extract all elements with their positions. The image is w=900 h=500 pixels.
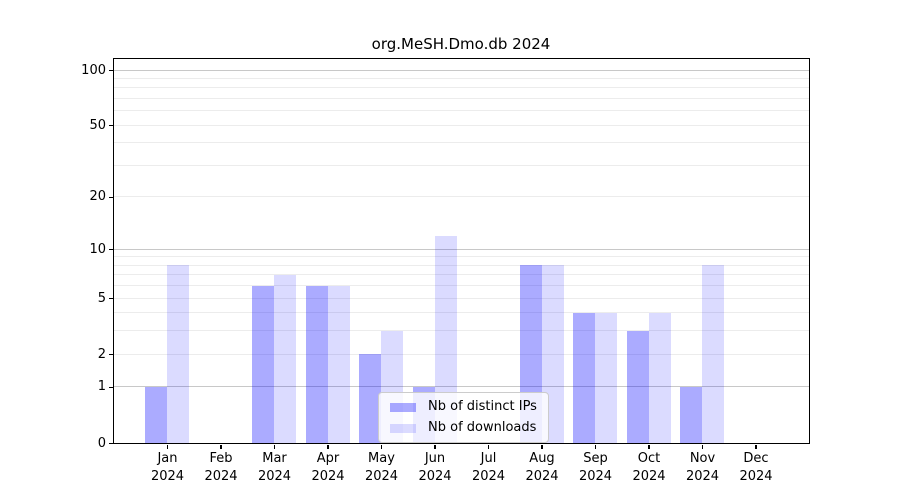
y-tick-2: [109, 353, 113, 356]
y-tick-label-2: 2: [97, 346, 106, 362]
gridline-minor-2: [114, 353, 809, 355]
y-tick-5: [109, 297, 113, 300]
x-tick-aug-2024: [541, 444, 543, 449]
bar-ips-may-2024: [359, 354, 381, 443]
x-tick-label-jul-2024: Jul 2024: [471, 451, 506, 484]
gridline-minor-3: [114, 330, 809, 332]
bar-ips-nov-2024: [680, 386, 702, 443]
gridline-minor-8: [114, 264, 809, 266]
bar-ips-mar-2024: [252, 285, 274, 443]
legend-swatch-downloads: [390, 423, 416, 433]
x-tick-label-oct-2024: Oct 2024: [632, 451, 666, 484]
gridline-minor-6: [114, 285, 809, 287]
x-tick-feb-2024: [220, 444, 222, 449]
legend-label-distinct-ips: Nb of distinct IPs: [428, 399, 537, 414]
x-tick-sep-2024: [594, 444, 597, 449]
gridline-minor-7: [114, 274, 809, 276]
x-tick-label-feb-2024: Feb 2024: [204, 451, 238, 484]
x-tick-label-jan-2024: Jan 2024: [150, 451, 185, 484]
gridline-minor-90: [114, 77, 809, 79]
gridline-minor-5: [114, 297, 809, 299]
x-tick-label-may-2024: May 2024: [364, 451, 399, 484]
x-tick-label-sep-2024: Sep 2024: [578, 451, 613, 484]
y-tick-label-1: 1: [97, 379, 106, 395]
plot-area: [113, 58, 810, 444]
x-tick-label-nov-2024: Nov 2024: [685, 451, 720, 484]
gridline-minor-9: [114, 256, 809, 258]
x-tick-may-2024: [380, 444, 383, 449]
x-tick-mar-2024: [273, 444, 276, 449]
bar-downloads-nov-2024: [702, 265, 724, 443]
bar-ips-oct-2024: [626, 330, 649, 443]
bar-ips-apr-2024: [305, 285, 328, 443]
y-tick-50: [109, 124, 113, 127]
bar-downloads-jun-2024: [434, 235, 457, 443]
gridline-minor-4: [114, 312, 809, 314]
bar-downloads-sep-2024: [595, 312, 617, 443]
y-tick-100: [109, 69, 113, 72]
y-tick-label-10: 10: [89, 241, 106, 257]
x-tick-jan-2024: [166, 444, 169, 449]
y-tick-label-5: 5: [97, 290, 106, 306]
gridline-major-10: [114, 248, 809, 250]
x-tick-label-mar-2024: Mar 2024: [257, 451, 292, 484]
legend-item-distinct-ips: Nb of distinct IPs: [390, 399, 537, 415]
y-tick-label-50: 50: [89, 117, 106, 133]
bar-downloads-oct-2024: [648, 312, 671, 443]
y-tick-label-100: 100: [81, 62, 106, 78]
gridline-minor-40: [114, 142, 809, 144]
gridline-major-100: [114, 69, 809, 71]
y-tick-label-0: 0: [97, 435, 106, 451]
gridline-minor-80: [114, 87, 809, 89]
gridline-minor-50: [114, 124, 809, 126]
bar-downloads-apr-2024: [327, 285, 350, 443]
x-tick-dec-2024: [755, 444, 757, 449]
x-tick-nov-2024: [701, 444, 704, 449]
x-tick-label-dec-2024: Dec 2024: [739, 451, 773, 484]
x-tick-jul-2024: [487, 444, 490, 449]
legend: Nb of distinct IPs Nb of downloads: [378, 392, 549, 443]
x-tick-oct-2024: [648, 444, 650, 449]
gridline-minor-70: [114, 97, 809, 99]
bar-downloads-mar-2024: [274, 274, 296, 443]
gridline-minor-60: [114, 110, 809, 112]
gridline-major-1: [114, 386, 809, 388]
x-tick-apr-2024: [327, 444, 329, 449]
gridline-minor-20: [114, 196, 809, 198]
chart-title: org.MeSH.Dmo.db 2024: [371, 35, 551, 53]
legend-label-downloads: Nb of downloads: [428, 420, 537, 435]
x-tick-label-apr-2024: Apr 2024: [311, 451, 345, 484]
x-tick-label-aug-2024: Aug 2024: [525, 451, 559, 484]
y-tick-0: [109, 442, 113, 445]
y-tick-1: [109, 386, 113, 389]
x-tick-label-jun-2024: Jun 2024: [418, 451, 452, 484]
legend-item-downloads: Nb of downloads: [390, 420, 537, 436]
legend-swatch-distinct-ips: [390, 402, 416, 412]
bar-downloads-jan-2024: [167, 265, 189, 443]
bar-ips-jan-2024: [145, 386, 167, 443]
gridline-minor-30: [114, 164, 809, 166]
x-tick-jun-2024: [434, 444, 436, 449]
y-tick-10: [109, 248, 113, 251]
y-tick-label-20: 20: [89, 189, 106, 205]
bar-ips-sep-2024: [573, 312, 595, 443]
y-tick-20: [109, 196, 113, 199]
